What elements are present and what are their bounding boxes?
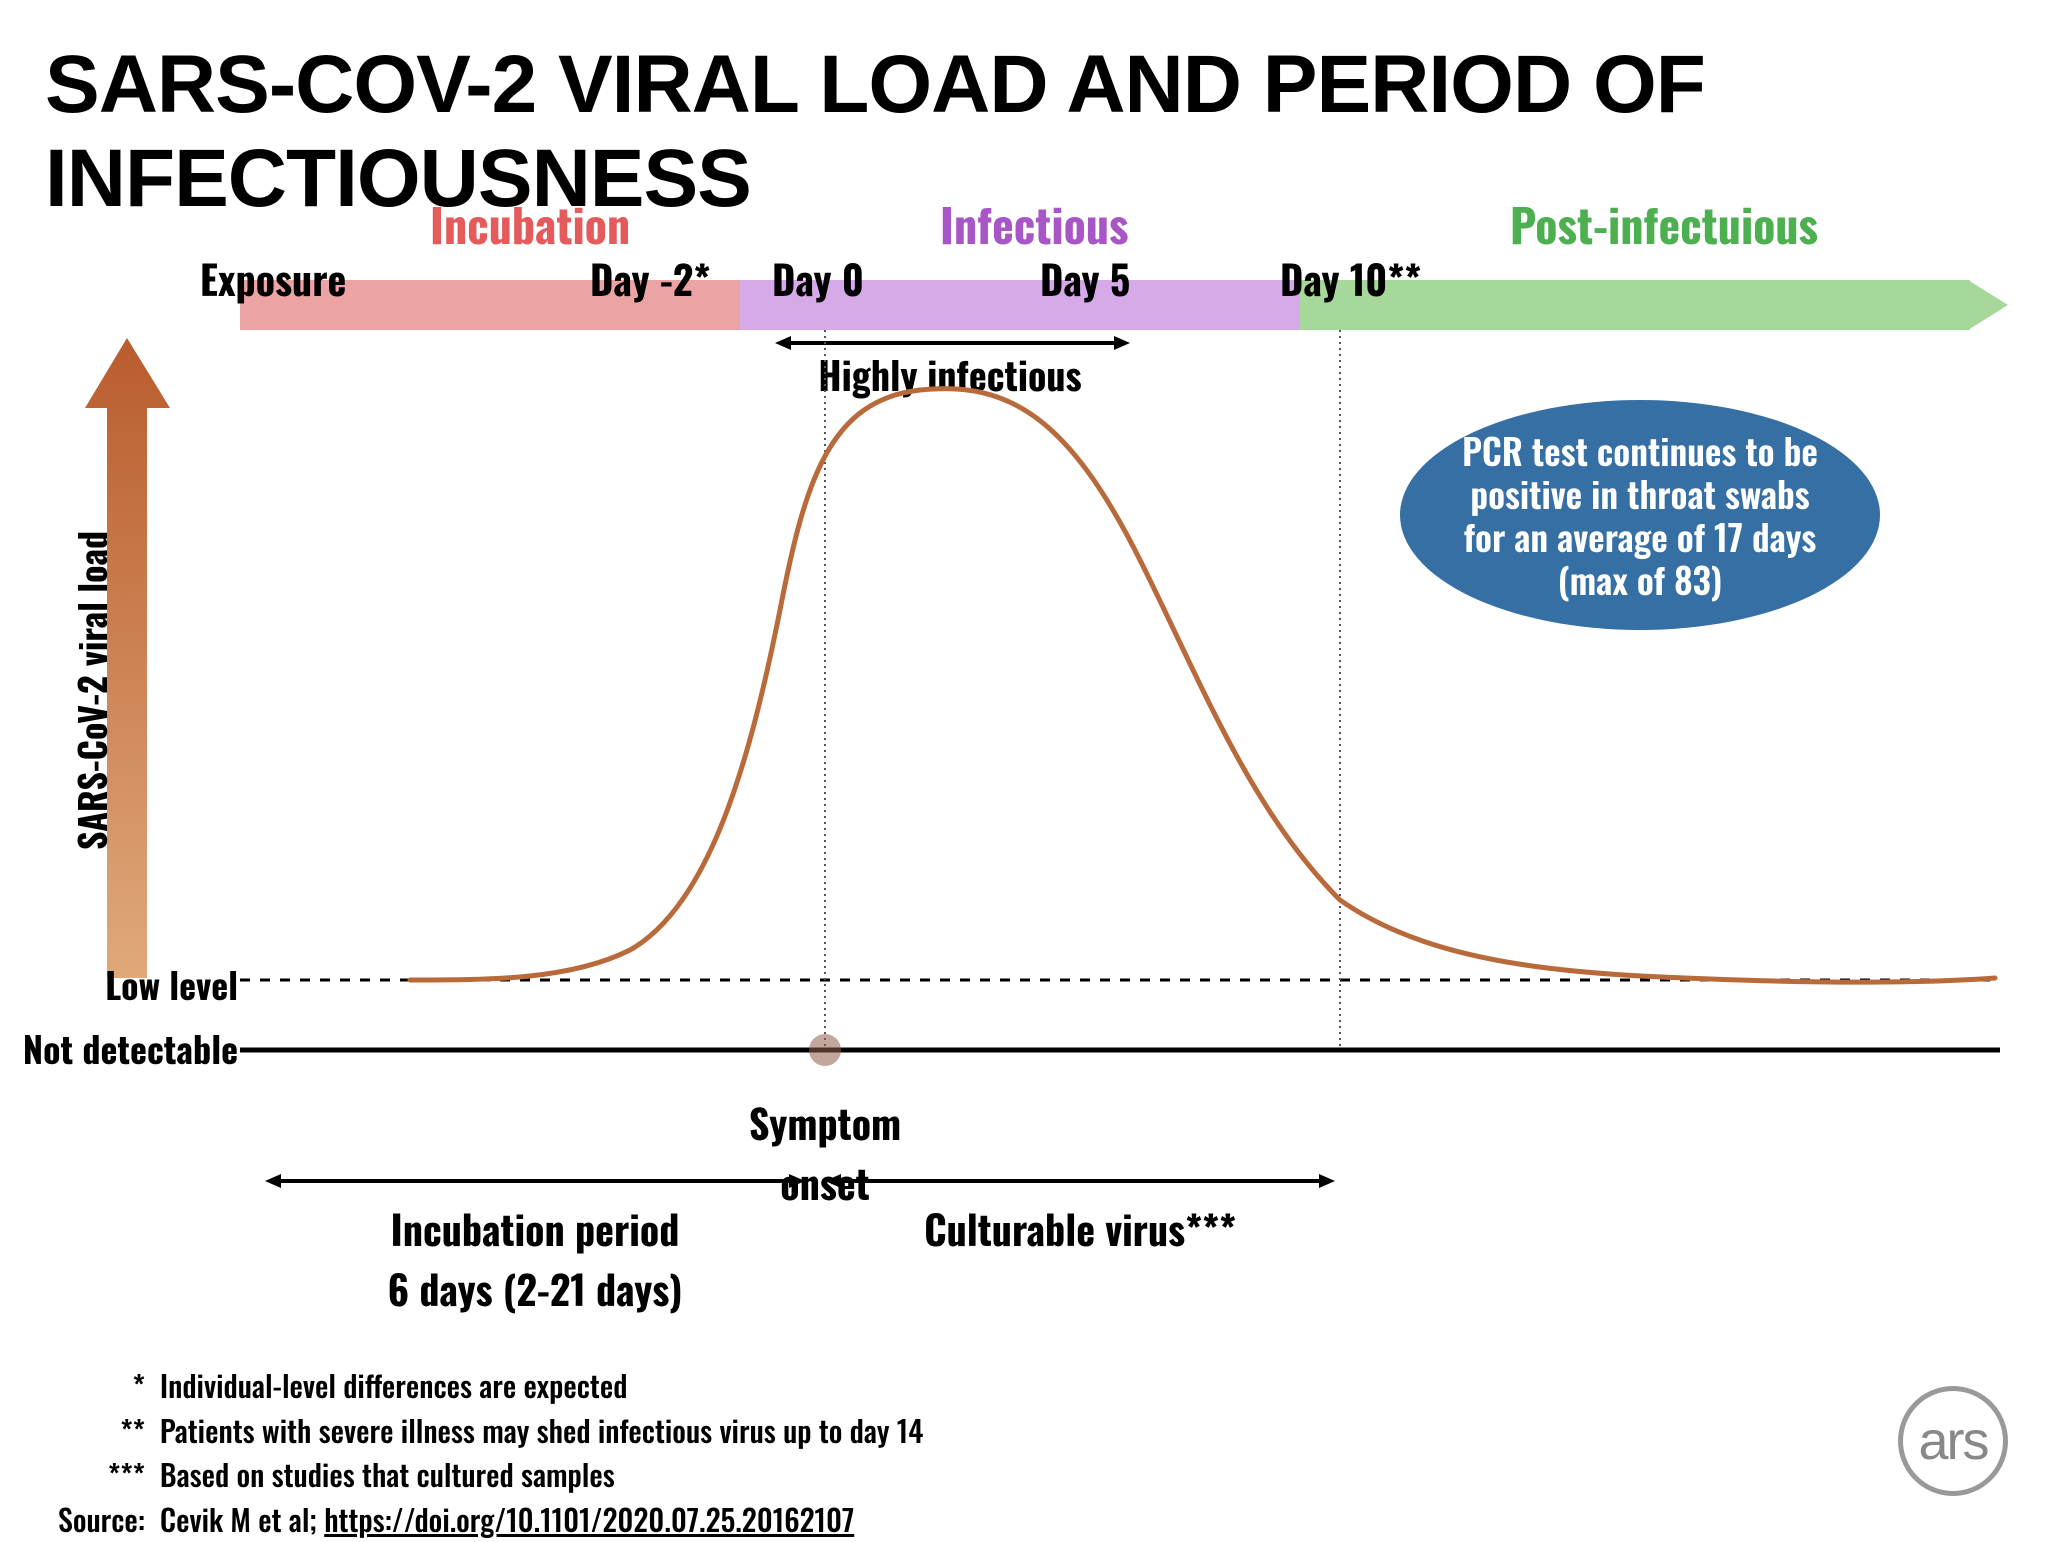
- day-label-day0: Day 0: [772, 248, 864, 308]
- low-level-label: Low level: [105, 958, 238, 1011]
- timeline-bar-arrowhead: [1968, 280, 2008, 330]
- footnote-star-3: ***: [57, 1453, 157, 1496]
- source-link[interactable]: https://doi.org/10.1101/2020.07.25.20162…: [324, 1496, 854, 1541]
- symptom-onset-label: Symptom onset: [700, 1092, 950, 1212]
- footnote-star-2: **: [57, 1409, 157, 1452]
- pcr-callout-text: PCR test continues to be positive in thr…: [1450, 429, 1830, 602]
- source-prefix: Cevik M et al;: [160, 1496, 324, 1541]
- phase-text: Post-infectuious: [1510, 190, 1818, 258]
- pcr-callout: PCR test continues to be positive in thr…: [1400, 400, 1880, 630]
- ars-logo-text: ars: [1918, 1410, 1987, 1472]
- incubation-period-label: Incubation period 6 days (2-21 days): [290, 1198, 780, 1318]
- symptom-onset-marker: [809, 1034, 841, 1066]
- footnote-3: Based on studies that cultured samples: [159, 1453, 924, 1496]
- y-axis-label: SARS-CoV-2 viral load: [65, 531, 118, 850]
- culturable-virus-arrow: [825, 1172, 1335, 1190]
- day-label-day5: Day 5: [1040, 248, 1130, 308]
- day-label-day10: Day 10**: [1280, 248, 1421, 308]
- incubation-line2: 6 days (2-21 days): [388, 1258, 683, 1318]
- day-label-minus2: Day -2*: [590, 248, 710, 308]
- infographic-container: SARS-COV-2 VIRAL LOAD AND PERIOD OF INFE…: [0, 0, 2048, 1536]
- footnotes: * Individual-level differences are expec…: [55, 1362, 926, 1542]
- incubation-period-arrow: [265, 1172, 805, 1190]
- source-text: Cevik M et al; https://doi.org/10.1101/2…: [159, 1498, 924, 1541]
- footnote-1: Individual-level differences are expecte…: [159, 1364, 924, 1407]
- phase-label-post: Post-infectuious: [1510, 190, 1818, 258]
- source-label: Source:: [57, 1498, 157, 1541]
- footnote-2: Patients with severe illness may shed in…: [159, 1409, 924, 1452]
- not-detectable-label: Not detectable: [23, 1022, 238, 1075]
- day-label-exposure: Exposure: [200, 248, 346, 308]
- culturable-virus-label: Culturable virus***: [870, 1198, 1290, 1258]
- footnote-star-1: *: [57, 1364, 157, 1407]
- ars-logo-icon: ars: [1898, 1386, 2008, 1496]
- incubation-line1: Incubation period: [391, 1198, 680, 1258]
